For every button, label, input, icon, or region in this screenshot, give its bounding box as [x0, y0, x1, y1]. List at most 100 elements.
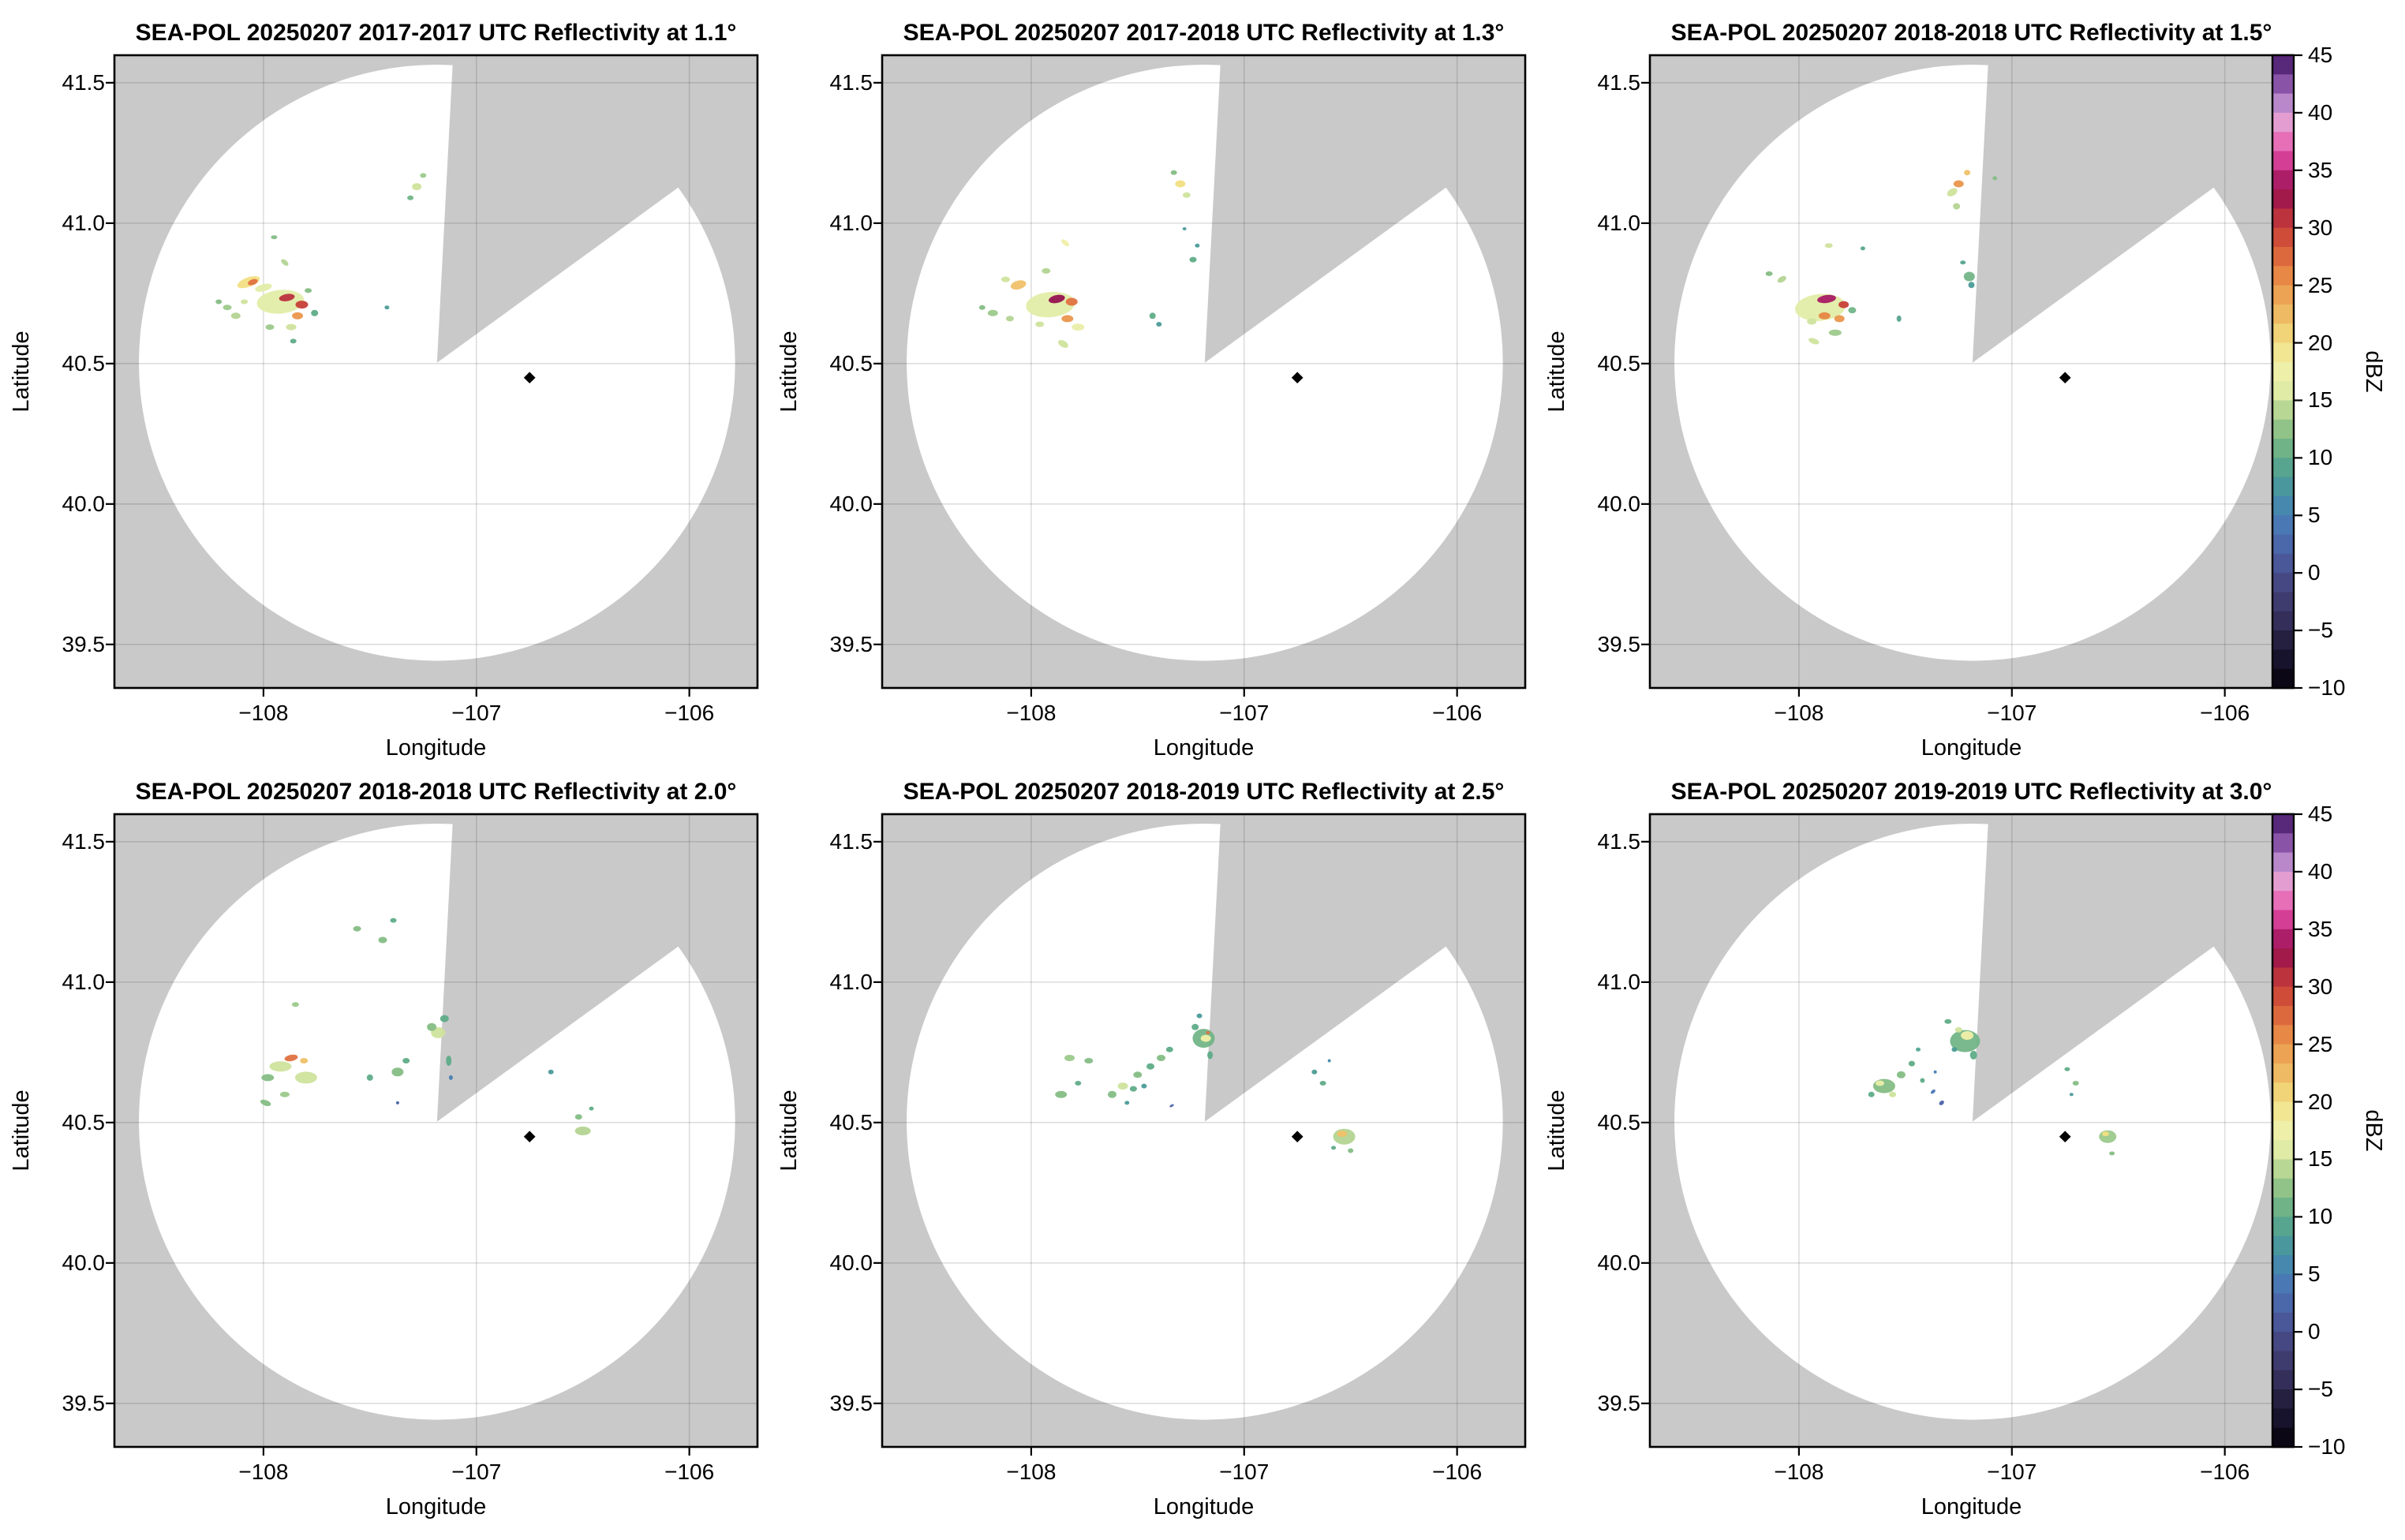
reflectivity-echo — [1182, 227, 1187, 230]
reflectivity-echo — [1896, 315, 1902, 322]
colorbar-tick-label: 15 — [2308, 1146, 2333, 1172]
colorbar-step — [2272, 496, 2294, 517]
colorbar-step — [2272, 170, 2294, 190]
reflectivity-echo — [1944, 1019, 1952, 1024]
reflectivity-echo — [1968, 282, 1975, 289]
reflectivity-echo — [311, 309, 319, 316]
y-tick-label: 41.5 — [829, 69, 873, 95]
reflectivity-echo — [1182, 192, 1191, 198]
colorbar-step — [2272, 419, 2294, 439]
colorbar-step — [2272, 1006, 2294, 1026]
reflectivity-echo — [241, 299, 249, 305]
reflectivity-echo — [1169, 1104, 1174, 1108]
colorbar-tick-label: 5 — [2308, 503, 2321, 528]
colorbar-step — [2272, 1198, 2294, 1218]
reflectivity-echo — [1072, 323, 1085, 331]
reflectivity-echo — [1765, 271, 1773, 276]
colorbar-step — [2272, 1120, 2294, 1141]
colorbar-step — [2272, 967, 2294, 988]
radar-ppi-plot — [106, 54, 759, 697]
colorbar-tick-label: 25 — [2308, 272, 2333, 297]
reflectivity-echo — [2109, 1151, 2115, 1156]
colorbar-step — [2272, 1293, 2294, 1314]
colorbar-step — [2272, 151, 2294, 171]
colorbar-tick-label: 20 — [2308, 330, 2333, 355]
x-tick-label: −106 — [664, 701, 715, 725]
y-tick-label: 40.5 — [1597, 1109, 1641, 1134]
reflectivity-echo — [1964, 170, 1971, 176]
colorbar-step — [2272, 1351, 2294, 1371]
colorbar-step — [2272, 1312, 2294, 1333]
reflectivity-echo — [978, 305, 986, 310]
reflectivity-echo — [1860, 246, 1865, 251]
x-axis-label: Longitude — [1921, 735, 2022, 761]
colorbar-step — [2272, 1101, 2294, 1122]
panel-title: SEA-POL 20250207 2019-2019 UTC Reflectiv… — [1670, 779, 2272, 805]
reflectivity-echo — [1206, 1030, 1210, 1034]
reflectivity-echo — [292, 312, 304, 320]
x-tick-label: −107 — [1219, 1460, 1270, 1484]
y-tick-label: 39.5 — [62, 631, 106, 656]
colorbar-step — [2272, 630, 2294, 651]
reflectivity-echo — [1124, 1101, 1130, 1105]
reflectivity-echo — [1311, 1069, 1318, 1075]
reflectivity-echo — [261, 1074, 275, 1082]
reflectivity-echo — [1992, 176, 1998, 181]
reflectivity-echo — [1953, 180, 1964, 188]
reflectivity-echo — [1876, 1080, 1884, 1086]
colorbar-step — [2272, 1178, 2294, 1198]
y-axis-label: Latitude — [9, 1090, 34, 1172]
x-tick-label: −107 — [451, 1460, 502, 1484]
colorbar-border — [2271, 54, 2295, 690]
y-tick-label: 40.5 — [62, 350, 106, 376]
y-tick-label: 40.0 — [62, 1250, 106, 1275]
colorbar-step — [2272, 1370, 2294, 1390]
colorbar-axis-label: dBZ — [2361, 1109, 2386, 1152]
y-tick-label: 39.5 — [829, 631, 873, 656]
colorbar-step — [2272, 986, 2294, 1007]
blanked-sector-wedge — [436, 55, 757, 363]
reflectivity-echo — [1191, 1023, 1199, 1030]
reflectivity-echo — [353, 925, 361, 932]
reflectivity-echo — [1348, 1148, 1354, 1153]
reflectivity-echo — [260, 1099, 271, 1106]
y-tick-label: 41.0 — [1597, 969, 1641, 994]
reflectivity-echo — [1916, 1047, 1921, 1052]
reflectivity-echo — [2069, 1093, 2074, 1097]
reflectivity-echo — [1939, 1100, 1944, 1105]
reflectivity-echo — [1065, 297, 1078, 306]
y-tick-label: 40.5 — [829, 350, 873, 376]
reflectivity-echo — [1817, 294, 1836, 304]
reflectivity-echo — [291, 1002, 299, 1007]
reflectivity-echo — [294, 1071, 317, 1084]
y-tick-label: 41.0 — [1597, 210, 1641, 235]
reflectivity-echo — [279, 1091, 290, 1097]
colorbar-step — [2272, 649, 2294, 670]
y-tick-label: 41.5 — [62, 828, 106, 854]
x-tick-label: −106 — [664, 1460, 715, 1484]
y-axis-label: Latitude — [776, 1090, 802, 1172]
reflectivity-echo — [1889, 1091, 1897, 1097]
x-tick-label: −108 — [1006, 701, 1057, 725]
y-tick-label: 40.5 — [1597, 350, 1641, 376]
colorbar-step — [2272, 891, 2294, 911]
reflectivity-echo — [1337, 1131, 1348, 1138]
y-tick-label: 41.0 — [62, 210, 106, 235]
reflectivity-echo — [271, 235, 278, 240]
y-tick-label: 40.0 — [1597, 491, 1641, 516]
radar-site-marker — [523, 372, 536, 384]
reflectivity-echo — [305, 288, 312, 293]
colorbar-tick-label: 10 — [2308, 1204, 2333, 1229]
reflectivity-echo — [391, 1067, 404, 1077]
colorbar-step — [2272, 132, 2294, 152]
reflectivity-echo — [1960, 260, 1966, 265]
colorbar-step — [2272, 227, 2294, 248]
reflectivity-echo — [265, 324, 275, 331]
colorbar-step — [2272, 1255, 2294, 1276]
reflectivity-echo — [1189, 256, 1197, 263]
colorbar-step — [2272, 910, 2294, 930]
x-axis-label: Longitude — [1153, 1494, 1255, 1519]
colorbar-step — [2272, 1332, 2294, 1352]
colorbar-step — [2272, 1235, 2294, 1256]
